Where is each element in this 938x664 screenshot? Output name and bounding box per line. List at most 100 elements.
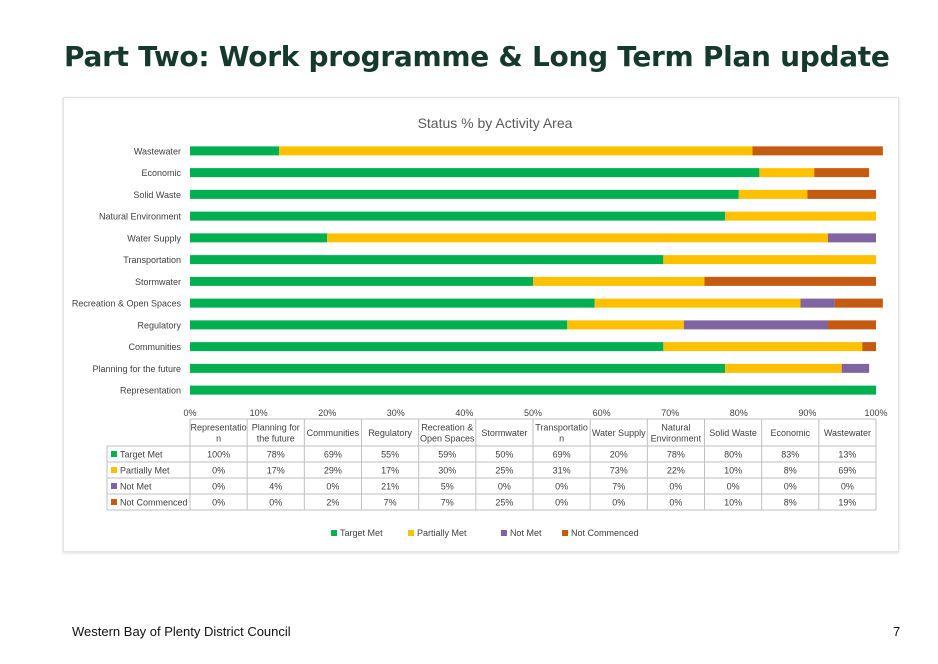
bar-segment <box>759 168 815 178</box>
table-value-cell: 13% <box>838 449 856 459</box>
table-value-cell: 0% <box>269 497 282 507</box>
table-value-cell: 78% <box>667 449 685 459</box>
table-value-cell: 50% <box>495 449 513 459</box>
bar-segment <box>190 276 533 286</box>
table-value-cell: 69% <box>838 465 856 475</box>
table-value-cell: 4% <box>269 481 282 491</box>
bar-segment <box>594 298 801 308</box>
table-value-cell: 25% <box>495 465 513 475</box>
legend-key <box>408 530 415 536</box>
table-header-cell: Stormwater <box>481 428 527 438</box>
table-value-cell: 100% <box>207 449 230 459</box>
bar-segment <box>725 363 842 373</box>
y-tick-label: Wastewater <box>134 146 181 156</box>
bar-segment <box>327 233 828 243</box>
table-value-cell: 7% <box>384 497 397 507</box>
bar-segment <box>738 189 808 199</box>
table-legend-key <box>111 483 117 489</box>
table-header-cell: Economic <box>770 428 810 438</box>
legend-label: Target Met <box>340 528 383 538</box>
table-value-cell: 10% <box>724 497 742 507</box>
chart-title: Status % by Activity Area <box>418 115 573 131</box>
table-value-cell: 0% <box>555 497 568 507</box>
footer-organisation: Western Bay of Plenty District Council <box>72 624 291 639</box>
table-value-cell: 22% <box>667 465 685 475</box>
page-number: 7 <box>893 624 901 639</box>
table-header-cell: Natural Environment <box>651 423 702 444</box>
y-tick-label: Stormwater <box>135 277 181 287</box>
y-tick-label: Solid Waste <box>133 190 181 200</box>
slide-title: Part Two: Work programme & Long Term Pla… <box>64 40 890 73</box>
table-value-cell: 0% <box>784 481 797 491</box>
bar-segment <box>800 298 835 308</box>
table-value-cell: 8% <box>784 497 797 507</box>
table-legend-key <box>111 499 117 505</box>
table-value-cell: 7% <box>612 481 625 491</box>
table-header-cell: Solid Waste <box>709 428 757 438</box>
x-tick-label: 90% <box>798 408 816 418</box>
bar-segment <box>807 189 876 199</box>
table-value-cell: 69% <box>553 449 571 459</box>
bar-segment <box>190 385 876 395</box>
y-tick-label: Planning for the future <box>92 364 181 374</box>
table-header-cell: Wastewater <box>824 428 871 438</box>
y-tick-label: Recreation & Open Spaces <box>72 299 182 309</box>
y-tick-label: Regulatory <box>137 320 181 330</box>
bar-segment <box>190 320 568 330</box>
table-header-cell: Regulatory <box>368 428 412 438</box>
bar-segment <box>827 320 876 330</box>
bar-segment <box>190 233 328 243</box>
table-value-cell: 0% <box>212 497 225 507</box>
x-tick-label: 0% <box>183 408 196 418</box>
table-value-cell: 73% <box>610 465 628 475</box>
table-value-cell: 29% <box>324 465 342 475</box>
bar-segment <box>567 320 684 330</box>
chart: Status % by Activity Area Representation… <box>72 115 888 538</box>
table-value-cell: 20% <box>610 449 628 459</box>
table-value-cell: 5% <box>441 481 454 491</box>
table-value-cell: 17% <box>381 465 399 475</box>
bar-segment <box>190 189 739 199</box>
legend-label: Not Commenced <box>571 528 639 538</box>
x-tick-label: 70% <box>661 408 679 418</box>
y-tick-label: Communities <box>128 342 181 352</box>
table-value-cell: 0% <box>555 481 568 491</box>
bar-segment <box>190 168 760 178</box>
table-value-cell: 31% <box>553 465 571 475</box>
table-value-cell: 0% <box>498 481 511 491</box>
bar-segment <box>190 211 726 221</box>
x-tick-label: 50% <box>524 408 542 418</box>
y-tick-label: Economic <box>141 168 181 178</box>
y-tick-label: Natural Environment <box>99 212 182 222</box>
legend-key <box>331 530 338 536</box>
table-value-cell: 55% <box>381 449 399 459</box>
y-tick-label: Transportation <box>123 255 181 265</box>
table-legend-key <box>111 467 117 473</box>
bar-segment <box>683 320 828 330</box>
table-value-cell: 0% <box>841 481 854 491</box>
chart-panel: Status % by Activity Area Representation… <box>63 97 899 552</box>
table-header-cell: Communities <box>307 428 360 438</box>
table-value-cell: 83% <box>781 449 799 459</box>
bar-segment <box>827 233 876 243</box>
bar-segment <box>663 342 863 352</box>
bar-segment <box>190 255 664 265</box>
x-tick-label: 30% <box>387 408 405 418</box>
legend-key <box>500 530 507 536</box>
table-value-cell: 78% <box>267 449 285 459</box>
table-value-cell: 0% <box>727 481 740 491</box>
table-value-cell: 21% <box>381 481 399 491</box>
table-value-cell: 0% <box>212 465 225 475</box>
bar-segment <box>862 342 876 352</box>
bar-segment <box>190 342 664 352</box>
table-row-label: Not Commenced <box>120 497 188 507</box>
table-header-cell: Transportatio n <box>535 423 588 444</box>
table-header-cell: Planning for the future <box>252 423 300 444</box>
legend-label: Not Met <box>510 528 542 538</box>
table-value-cell: 8% <box>784 465 797 475</box>
bar-segment <box>279 146 753 156</box>
bar-segment <box>663 255 876 265</box>
table-value-cell: 30% <box>438 465 456 475</box>
table-header-cell: Water Supply <box>592 428 646 438</box>
bar-segment <box>814 168 870 178</box>
